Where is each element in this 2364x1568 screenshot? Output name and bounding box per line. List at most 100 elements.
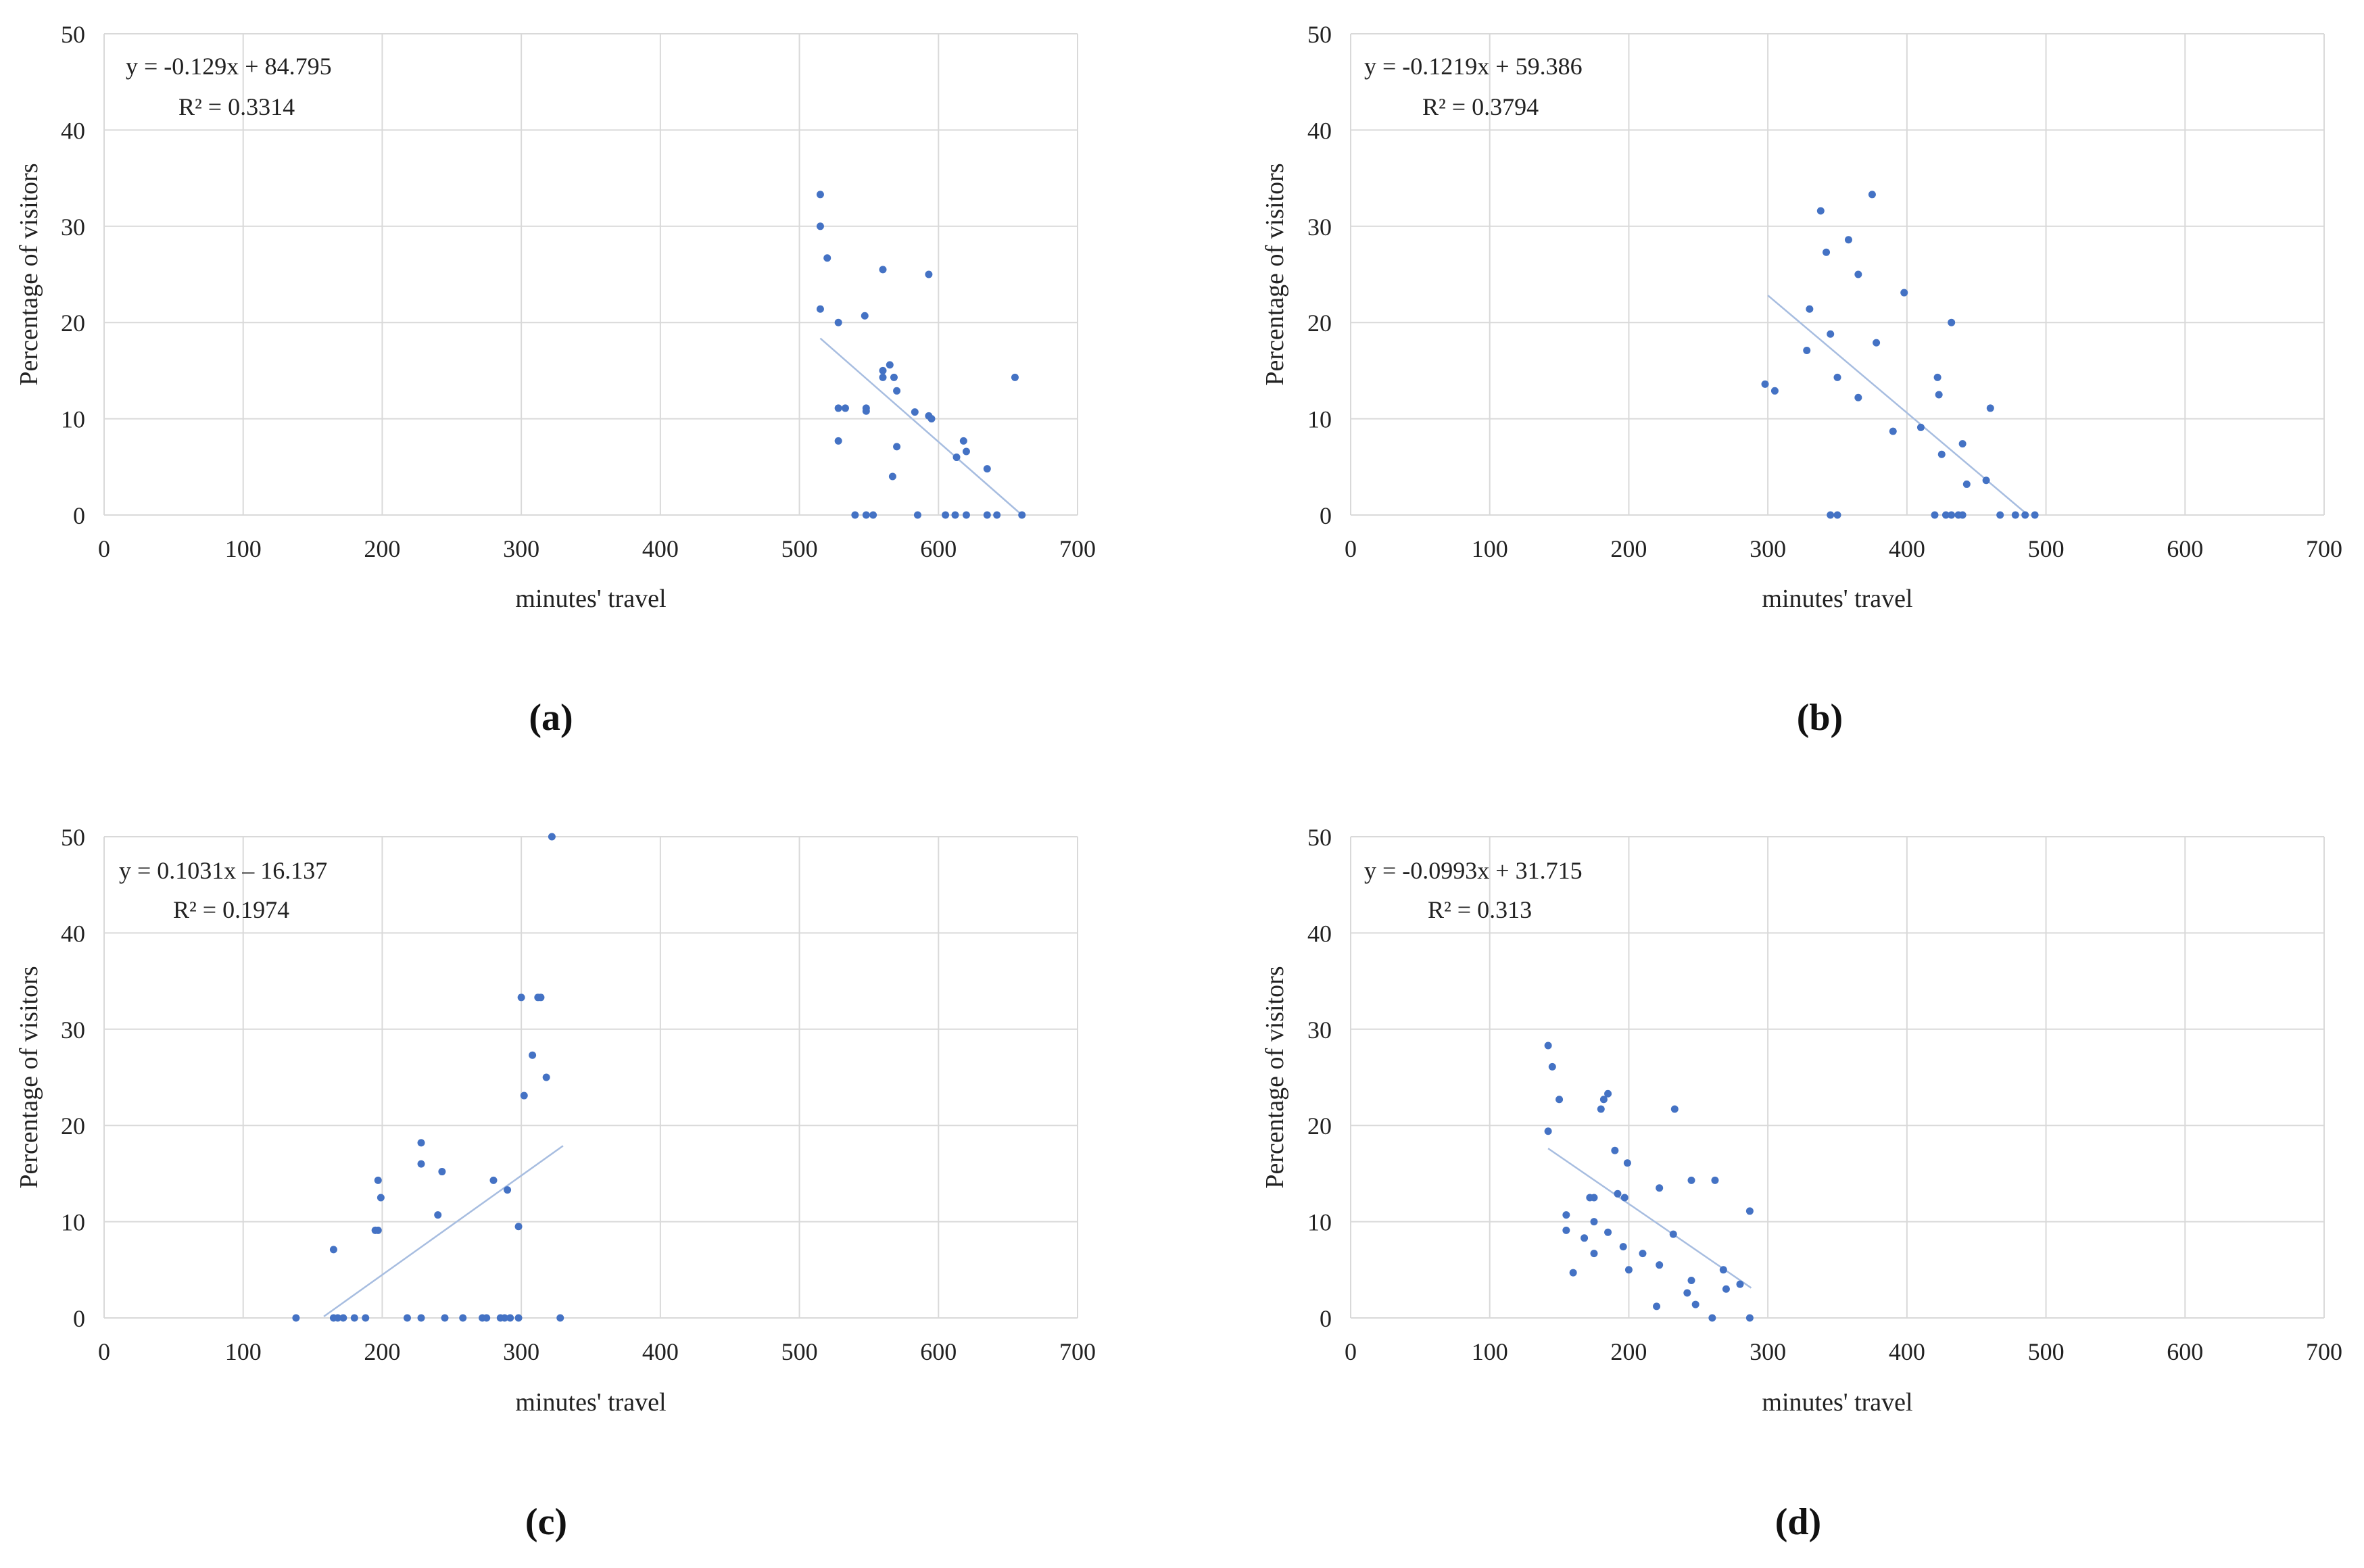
data-point — [350, 1314, 358, 1322]
data-point — [1614, 1190, 1622, 1198]
y-tick-label: 50 — [1307, 824, 1332, 851]
data-point — [548, 833, 556, 841]
data-point — [952, 454, 961, 462]
data-point — [1653, 1302, 1661, 1310]
y-axis-title: Percentage of visitors — [15, 163, 43, 385]
data-point — [888, 472, 896, 481]
x-tick-label: 700 — [2306, 1338, 2342, 1365]
data-point — [1544, 1042, 1552, 1050]
data-point — [1719, 1266, 1727, 1274]
data-point — [542, 1073, 550, 1081]
data-point — [1854, 270, 1862, 278]
data-point — [483, 1314, 491, 1322]
data-point — [834, 404, 842, 412]
data-point — [2011, 511, 2019, 519]
y-tick-label: 0 — [73, 1305, 85, 1332]
data-point — [927, 415, 936, 423]
y-tick-label: 20 — [61, 310, 85, 337]
x-axis-title: minutes' travel — [515, 1388, 666, 1417]
data-point — [1803, 346, 1811, 354]
y-tick-label: 30 — [1307, 1016, 1332, 1044]
data-point — [438, 1168, 446, 1176]
data-point — [851, 511, 859, 519]
x-tick-label: 600 — [2167, 1338, 2203, 1365]
x-tick-label: 400 — [642, 535, 679, 562]
data-point — [1937, 450, 1946, 458]
data-point — [1683, 1289, 1691, 1297]
data-point — [1916, 423, 1925, 431]
x-tick-label: 500 — [2028, 535, 2065, 562]
data-point — [1962, 480, 1971, 488]
data-point — [1986, 404, 1994, 412]
y-tick-label: 20 — [61, 1112, 85, 1140]
y-tick-label: 20 — [1307, 310, 1332, 337]
r-squared-label: R² = 0.1974 — [173, 896, 289, 923]
y-tick-label: 0 — [1320, 1305, 1332, 1332]
y-tick-label: 40 — [1307, 117, 1332, 144]
data-point — [1620, 1194, 1629, 1202]
data-point — [1854, 393, 1862, 401]
data-point — [529, 1051, 537, 1059]
x-tick-label: 300 — [1750, 535, 1786, 562]
data-point — [1562, 1211, 1570, 1219]
trendline-equation: y = -0.0993x + 31.715 — [1364, 857, 1583, 884]
x-tick-label: 200 — [1610, 1338, 1647, 1365]
data-point — [1599, 1096, 1608, 1104]
data-point — [1948, 511, 1956, 519]
data-point — [329, 1246, 337, 1254]
data-point — [441, 1314, 449, 1322]
data-point — [1958, 440, 1967, 448]
x-tick-label: 700 — [1059, 535, 1096, 562]
data-point — [834, 437, 842, 445]
data-point — [834, 318, 842, 326]
data-point — [1833, 373, 1841, 381]
x-tick-label: 600 — [920, 535, 957, 562]
data-point — [417, 1139, 425, 1147]
x-tick-label: 0 — [98, 535, 110, 562]
data-point — [1656, 1261, 1664, 1269]
data-point — [459, 1314, 467, 1322]
data-point — [514, 1314, 523, 1322]
data-point — [1745, 1314, 1754, 1322]
y-tick-label: 0 — [1320, 502, 1332, 529]
data-point — [1555, 1096, 1564, 1104]
data-point — [500, 1314, 508, 1322]
data-point — [1844, 236, 1852, 244]
data-point — [514, 1223, 523, 1231]
data-point — [861, 312, 869, 320]
data-point — [1889, 427, 1897, 435]
data-point — [816, 191, 824, 199]
y-tick-label: 10 — [1307, 406, 1332, 433]
data-point — [1597, 1105, 1605, 1113]
x-axis-title: minutes' travel — [1762, 585, 1912, 613]
data-point — [1933, 373, 1941, 381]
data-point — [962, 511, 970, 519]
data-point — [1623, 1159, 1631, 1167]
data-point — [1691, 1300, 1699, 1308]
data-point — [983, 511, 991, 519]
panel-label: (c) — [525, 1501, 567, 1543]
data-point — [1806, 305, 1814, 313]
data-point — [890, 373, 898, 381]
data-point — [1935, 391, 1943, 399]
data-point — [1569, 1269, 1577, 1277]
y-tick-label: 0 — [73, 502, 85, 529]
data-point — [1736, 1280, 1744, 1288]
data-point — [1827, 511, 1835, 519]
data-point — [2021, 511, 2029, 519]
data-point — [1590, 1218, 1598, 1226]
y-axis-title: Percentage of visitors — [15, 966, 43, 1188]
data-point — [1018, 511, 1026, 519]
data-point — [879, 366, 887, 374]
data-point — [1770, 387, 1779, 395]
x-tick-label: 700 — [2306, 535, 2342, 562]
data-point — [1827, 330, 1835, 338]
x-axis-title: minutes' travel — [515, 585, 666, 613]
data-point — [893, 443, 901, 451]
x-tick-label: 500 — [781, 1338, 818, 1365]
data-point — [1581, 1234, 1589, 1242]
x-tick-label: 100 — [225, 535, 262, 562]
data-point — [1656, 1184, 1664, 1192]
